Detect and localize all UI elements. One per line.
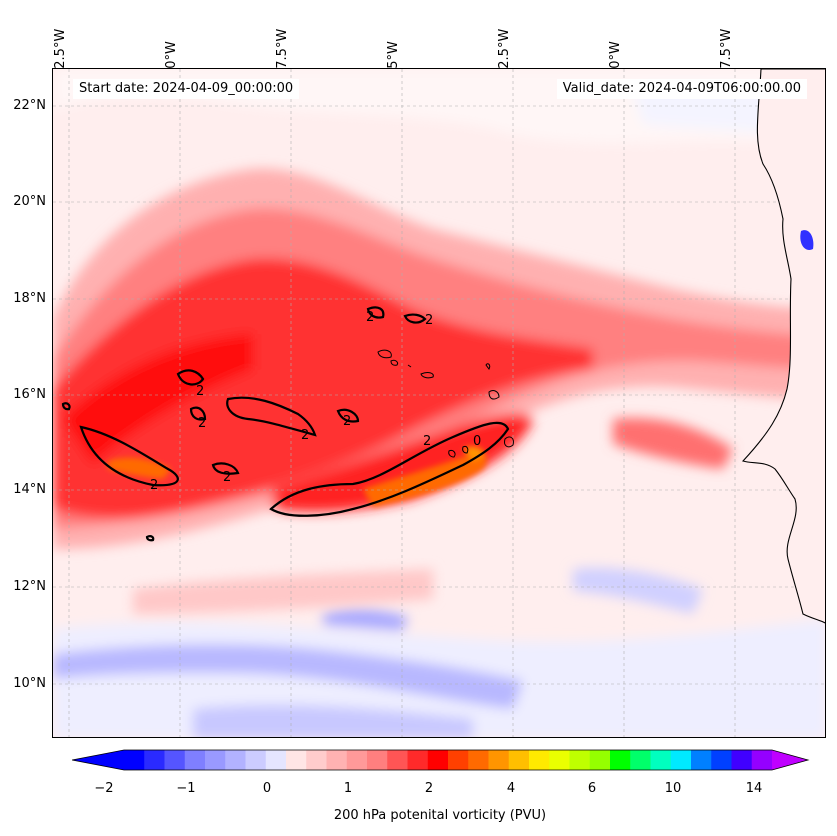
- contour-label: 2: [150, 478, 158, 493]
- contour-central: [269, 421, 510, 517]
- colorbar-outline: [72, 749, 810, 771]
- colorbar-segment: [468, 750, 489, 770]
- graticule: [53, 69, 825, 737]
- colorbar-segment: [286, 750, 307, 770]
- colorbar-label: 200 hPa potenital vorticity (PVU): [333, 808, 547, 823]
- colorbar-segment: [670, 750, 692, 770]
- lat-label-16n: 16°N: [13, 387, 46, 402]
- contour-small-1: [336, 408, 360, 423]
- contour-label: 2: [425, 313, 433, 328]
- colorbar-segment: [427, 750, 449, 770]
- colorbar-segment: [407, 750, 429, 770]
- cape-verde-islands: [377, 349, 514, 458]
- colorbar-segment: [306, 750, 327, 770]
- colorbar-segment: [184, 750, 206, 770]
- cbar-tick-label: 1: [343, 781, 353, 796]
- contour-label: 2: [366, 310, 374, 325]
- contour-ridge: [226, 396, 317, 437]
- colorbar-segment: [731, 750, 753, 770]
- colorbar-segment: [346, 750, 368, 770]
- cbar-tick-label: −2: [94, 781, 114, 796]
- contour-island-2: [403, 313, 427, 324]
- valid-date-label: Valid_date: 2024-04-09T06:00:00.00: [556, 79, 807, 99]
- cbar-tick-label: 6: [587, 781, 597, 796]
- cbar-tick-label: 14: [745, 781, 763, 796]
- contour-small-2: [211, 462, 240, 475]
- colorbar-segment: [326, 750, 348, 770]
- lat-label-10n: 10°N: [13, 676, 46, 691]
- cbar-tick-label: −1: [176, 781, 196, 796]
- cbar-tick-label: 4: [506, 781, 516, 796]
- cbar-tick-label: 0: [262, 781, 272, 796]
- lat-label-12n: 12°N: [13, 579, 46, 594]
- lat-label-22n: 22°N: [13, 98, 46, 113]
- lat-label-14n: 14°N: [13, 482, 46, 497]
- colorbar-segment: [205, 750, 226, 770]
- contour-island-1: [366, 306, 385, 319]
- colorbar-segment: [569, 750, 591, 770]
- colorbar-segment: [448, 750, 469, 770]
- colorbar-segment: [630, 750, 651, 770]
- lat-label-18n: 18°N: [13, 291, 46, 306]
- contour-label-group: 2 2 2 2 2 2 2 2 2 0: [150, 310, 481, 493]
- colorbar-segment: [549, 750, 570, 770]
- high-pv-band: [53, 168, 825, 614]
- contour-north: [176, 369, 205, 386]
- contour-label: 2: [423, 434, 431, 449]
- colorbar-segment: [610, 750, 631, 770]
- colorbar-segment: [691, 750, 712, 770]
- african-coastline: [741, 69, 825, 624]
- contour-label: 0: [473, 434, 481, 449]
- colorbar-segment: [265, 750, 287, 770]
- start-date-label: Start date: 2024-04-09_00:00:00: [73, 79, 300, 99]
- colorbar-segment: [124, 750, 145, 770]
- colorbar-segment: [650, 750, 672, 770]
- colorbar-segment: [245, 750, 267, 770]
- map-plot-area: 2 2 2 2 2 2 2 2 2 0 Start dat: [52, 68, 826, 738]
- contour-small-3: [189, 406, 207, 421]
- contour-dot-1: [61, 402, 71, 411]
- pv-field-map: 2 2 2 2 2 2 2 2 2 0: [53, 69, 825, 737]
- colorbar: [72, 749, 810, 771]
- colorbar-extend-low: [72, 750, 124, 770]
- colorbar-segment: [711, 750, 732, 770]
- colorbar-segment: [387, 750, 408, 770]
- contour-label: 2: [343, 414, 351, 429]
- lat-label-20n: 20°N: [13, 194, 46, 209]
- contour-label: 2: [301, 428, 309, 443]
- colorbar-segment: [367, 750, 388, 770]
- colorbar-segment: [225, 750, 246, 770]
- pv-contours: [61, 306, 510, 542]
- contour-dot-2: [145, 535, 155, 542]
- colorbar-extend-high: [772, 750, 808, 770]
- cbar-tick-label: 10: [664, 781, 682, 796]
- colorbar-segment: [529, 750, 550, 770]
- cbar-tick-label: 2: [424, 781, 434, 796]
- contour-label: 2: [196, 384, 204, 399]
- contour-label: 2: [223, 470, 231, 485]
- colorbar-segment: [164, 750, 186, 770]
- colorbar-segment: [589, 750, 611, 770]
- colorbar-segment: [144, 750, 165, 770]
- contour-label: 2: [198, 416, 206, 431]
- colorbar-segment: [508, 750, 530, 770]
- colorbar-segment: [488, 750, 510, 770]
- contour-west: [79, 425, 179, 487]
- colorbar-segment: [751, 750, 773, 770]
- low-pv-region: [53, 567, 825, 737]
